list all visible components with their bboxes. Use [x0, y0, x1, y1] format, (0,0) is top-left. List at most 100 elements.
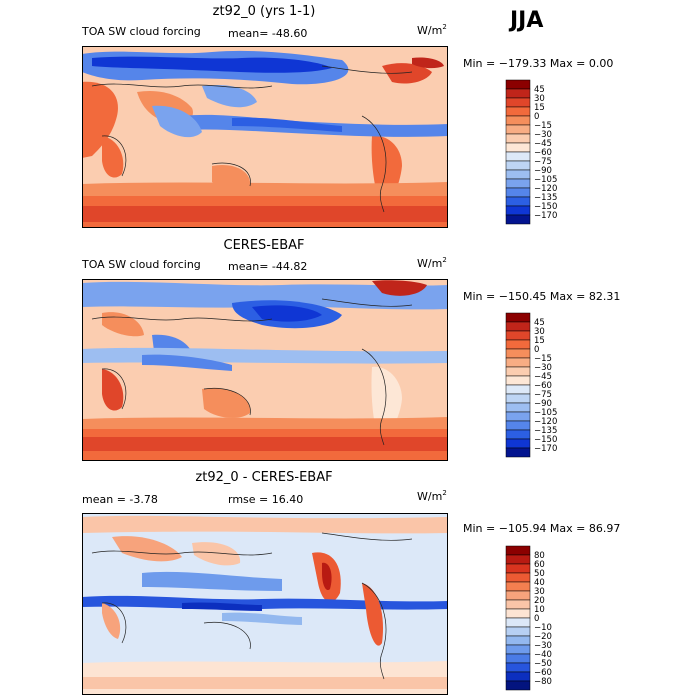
- colorbar-box: [505, 402, 531, 413]
- panel-1-mean: mean= -48.60: [228, 27, 308, 40]
- colorbar-box: [505, 330, 531, 341]
- colorbar-box: [505, 169, 531, 180]
- colorbar-tick-label: 0: [534, 112, 539, 122]
- colorbar-tick-label: −10: [534, 623, 552, 633]
- panel-1-variable: TOA SW cloud forcing: [82, 25, 201, 38]
- colorbar-box: [505, 214, 531, 225]
- colorbar-tick-label: −45: [534, 372, 552, 382]
- panel-2-map: [82, 279, 448, 461]
- colorbar-tick-label: −75: [534, 157, 552, 167]
- colorbar-box: [505, 178, 531, 189]
- colorbar-tick-label: −75: [534, 390, 552, 400]
- panel-2-variable: TOA SW cloud forcing: [82, 258, 201, 271]
- colorbar-tick-label: −40: [534, 650, 552, 660]
- colorbar-tick-label: −90: [534, 399, 552, 409]
- colorbar-box: [505, 187, 531, 198]
- colorbar-box: [505, 88, 531, 99]
- colorbar-tick-label: −105: [534, 408, 557, 418]
- colorbar-box: [505, 393, 531, 404]
- colorbar-tick-label: 0: [534, 614, 539, 624]
- colorbar-box: [505, 384, 531, 395]
- colorbar-tick-label: 20: [534, 596, 545, 606]
- colorbar-tick-label: 30: [534, 327, 545, 337]
- colorbar-tick-label: −120: [534, 184, 557, 194]
- panel-1-units: W/m2: [417, 23, 447, 37]
- panel-1-colorbar: 4530150−15−30−45−60−75−90−105−120−135−15…: [505, 79, 557, 225]
- colorbar-box: [505, 321, 531, 332]
- colorbar-box: [505, 608, 531, 619]
- colorbar-box: [505, 142, 531, 153]
- colorbar-tick-label: 50: [534, 569, 545, 579]
- panel-3-rmse: rmse = 16.40: [228, 493, 304, 506]
- colorbar-box: [505, 572, 531, 583]
- colorbar-box: [505, 97, 531, 108]
- colorbar-tick-label: −135: [534, 193, 557, 203]
- panel-2-title: CERES-EBAF: [223, 238, 305, 253]
- colorbar-box: [505, 357, 531, 368]
- colorbar-tick-label: −150: [534, 435, 557, 445]
- colorbar-tick-label: −170: [534, 444, 557, 454]
- colorbar-tick-label: −30: [534, 363, 552, 373]
- panel-2-colorbar: 4530150−15−30−45−60−75−90−105−120−135−15…: [505, 312, 557, 458]
- colorbar-box: [505, 420, 531, 431]
- colorbar-tick-label: −60: [534, 381, 552, 391]
- colorbar-tick-label: −120: [534, 417, 557, 427]
- colorbar-tick-label: 15: [534, 103, 545, 113]
- colorbar-tick-label: −60: [534, 148, 552, 158]
- colorbar-tick-label: 45: [534, 318, 545, 328]
- panel-1-minmax: Min = −179.33 Max = 0.00: [463, 57, 614, 70]
- colorbar-box: [505, 635, 531, 646]
- colorbar-box: [505, 375, 531, 386]
- panel-3-units: W/m2: [417, 489, 447, 503]
- colorbar-box: [505, 599, 531, 610]
- colorbar-box: [505, 662, 531, 673]
- panel-2-minmax: Min = −150.45 Max = 82.31: [463, 290, 621, 303]
- colorbar-tick-label: 60: [534, 560, 545, 570]
- colorbar-tick-label: −150: [534, 202, 557, 212]
- colorbar-box: [505, 133, 531, 144]
- panel-3-title: zt92_0 - CERES-EBAF: [195, 470, 333, 485]
- colorbar-box: [505, 590, 531, 601]
- colorbar-box: [505, 312, 531, 323]
- panel-3-minmax: Min = −105.94 Max = 86.97: [463, 522, 621, 535]
- colorbar-tick-label: −20: [534, 632, 552, 642]
- colorbar-box: [505, 115, 531, 126]
- colorbar-tick-label: −80: [534, 677, 552, 687]
- panel-3-map: [82, 513, 448, 695]
- colorbar-tick-label: −15: [534, 354, 552, 364]
- colorbar-box: [505, 581, 531, 592]
- colorbar-tick-label: −30: [534, 641, 552, 651]
- colorbar-box: [505, 680, 531, 691]
- colorbar-box: [505, 106, 531, 117]
- colorbar-tick-label: −90: [534, 166, 552, 176]
- colorbar-box: [505, 348, 531, 359]
- colorbar-tick-label: 15: [534, 336, 545, 346]
- colorbar-box: [505, 554, 531, 565]
- colorbar-tick-label: 80: [534, 551, 545, 561]
- colorbar-box: [505, 366, 531, 377]
- colorbar-tick-label: −45: [534, 139, 552, 149]
- colorbar-box: [505, 196, 531, 207]
- colorbar-box: [505, 124, 531, 135]
- colorbar-tick-label: −15: [534, 121, 552, 131]
- colorbar-box: [505, 626, 531, 637]
- colorbar-tick-label: −170: [534, 211, 557, 221]
- colorbar-box: [505, 545, 531, 556]
- colorbar-box: [505, 339, 531, 350]
- colorbar-box: [505, 411, 531, 422]
- colorbar-box: [505, 563, 531, 574]
- colorbar-box: [505, 205, 531, 216]
- colorbar-box: [505, 438, 531, 449]
- panel-2-mean: mean= -44.82: [228, 260, 308, 273]
- panel-1-map: [82, 46, 448, 228]
- colorbar-tick-label: 10: [534, 605, 545, 615]
- colorbar-box: [505, 429, 531, 440]
- season-label: JJA: [510, 8, 544, 33]
- colorbar-tick-label: 30: [534, 587, 545, 597]
- panel-3-mean: mean = -3.78: [82, 493, 158, 506]
- colorbar-tick-label: 40: [534, 578, 545, 588]
- colorbar-box: [505, 160, 531, 171]
- colorbar-box: [505, 151, 531, 162]
- colorbar-box: [505, 653, 531, 664]
